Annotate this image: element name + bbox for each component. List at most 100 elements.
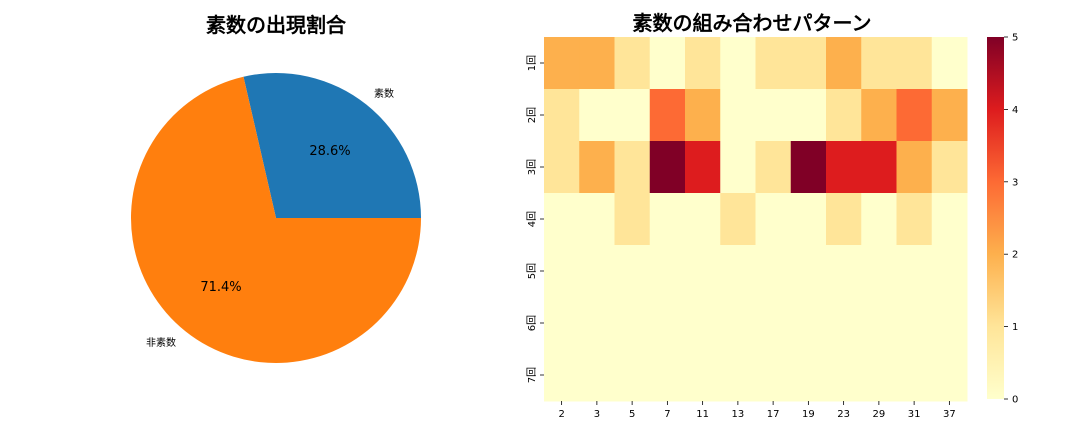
heatmap-cell [614,297,651,350]
heatmap-cell [544,141,580,194]
x-tick-label: 17 [767,409,780,420]
pie-title: 素数の出現割合 [206,13,347,37]
heatmap-cell [614,245,651,298]
heatmap-cell [685,37,721,90]
heatmap-cell [755,193,792,246]
x-tick-label: 37 [943,409,956,420]
pie-label-nonprime: 非素数 [146,336,176,349]
x-tick-label: 29 [873,409,886,420]
heatmap-cell [931,37,968,90]
heatmap-cell [826,349,862,402]
heatmap-cell [544,193,580,246]
pie-percent-nonprime: 71.4% [200,280,241,295]
heatmap-cell [544,349,580,402]
heatmap-cell [931,193,968,246]
x-tick-label: 23 [837,409,850,420]
heatmap-cell [931,349,968,402]
heatmap-cell [826,245,862,298]
colorbar-tick-label: 2 [1012,250,1018,261]
pie-label-prime: 素数 [374,87,394,100]
heatmap-cell [614,37,651,90]
heatmap-cell [685,193,721,246]
heatmap-cell [614,141,651,194]
heatmap-cell [720,297,756,350]
heatmap-cell [896,245,933,298]
heatmap-cell [896,193,933,246]
heatmap-cell [861,89,897,142]
pie-chart: 素数の出現割合 素数 非素数 28.6% 71.4% [131,13,421,363]
heatmap-cell [649,89,686,142]
heatmap-cell [931,89,968,142]
heatmap-cell [896,297,933,350]
colorbar-ticks: 0 1 2 3 4 5 [1004,33,1018,406]
colorbar-tick-label: 1 [1012,322,1018,333]
heatmap-cell [720,37,756,90]
heatmap-cell [790,297,827,350]
heatmap-cell [720,349,756,402]
heatmap-cell [544,37,580,90]
heatmap-cell [755,141,792,194]
x-tick-label: 19 [802,409,815,420]
heatmap-cell [614,349,651,402]
heatmap-cell [931,245,968,298]
x-tick-label: 7 [664,409,670,420]
heatmap-cell [896,349,933,402]
pie-percent-prime: 28.6% [309,144,350,159]
x-tick-label: 2 [558,409,564,420]
heatmap-cell [579,193,615,246]
heatmap-cell [720,245,756,298]
heatmap-cell [931,141,968,194]
x-tick-label: 3 [594,409,600,420]
colorbar: 0 1 2 3 4 5 [987,33,1018,406]
heatmap-cell [685,141,721,194]
heatmap-cell [790,349,827,402]
heatmap-cell [826,297,862,350]
x-tick-label: 31 [908,409,921,420]
pie-slice-1 [131,76,421,363]
heatmap-cell [685,349,721,402]
heatmap-chart: 素数の組み合わせパターン 2 3 5 7 11 13 17 19 23 29 31 37 1回2回3回… [526,11,968,420]
colorbar-tick-label: 3 [1012,177,1018,188]
heatmap-cell [896,37,933,90]
heatmap-y-ticks: 1回 2回 3回 4回 5回 6回 7回 [526,55,544,383]
y-tick-label: 6回 [526,315,538,331]
colorbar-tick-label: 4 [1012,105,1018,116]
heatmap-cell [896,89,933,142]
heatmap-cell [755,297,792,350]
heatmap-cell [649,37,686,90]
heatmap-cell [544,297,580,350]
y-tick-label: 7回 [526,367,538,383]
heatmap-cell [861,245,897,298]
y-tick-label: 5回 [526,263,538,279]
heatmap-cell [790,141,827,194]
colorbar-gradient [987,37,1004,399]
heatmap-cell [826,89,862,142]
heatmap-cell [685,245,721,298]
heatmap-cell [826,141,862,194]
heatmap-cell [720,193,756,246]
y-tick-label: 3回 [526,159,538,175]
heatmap-cell [579,349,615,402]
heatmap-title: 素数の組み合わせパターン [633,11,872,35]
heatmap-cell [685,297,721,350]
heatmap-cell [649,245,686,298]
heatmap-cell [614,89,651,142]
heatmap-cell [544,245,580,298]
heatmap-cell [579,141,615,194]
heatmap-cell [790,193,827,246]
heatmap-cell [720,89,756,142]
y-tick-label: 1回 [526,55,538,71]
heatmap-cell [931,297,968,350]
heatmap-cell [579,89,615,142]
x-tick-label: 5 [629,409,635,420]
heatmap-cell [755,245,792,298]
pie-slice-0 [243,72,421,218]
heatmap-cells [544,37,968,402]
heatmap-cell [614,193,651,246]
heatmap-cell [649,193,686,246]
heatmap-cell [861,193,897,246]
heatmap-cell [685,89,721,142]
x-tick-label: 13 [732,409,745,420]
heatmap-x-ticks: 2 3 5 7 11 13 17 19 23 29 31 37 [558,401,956,420]
